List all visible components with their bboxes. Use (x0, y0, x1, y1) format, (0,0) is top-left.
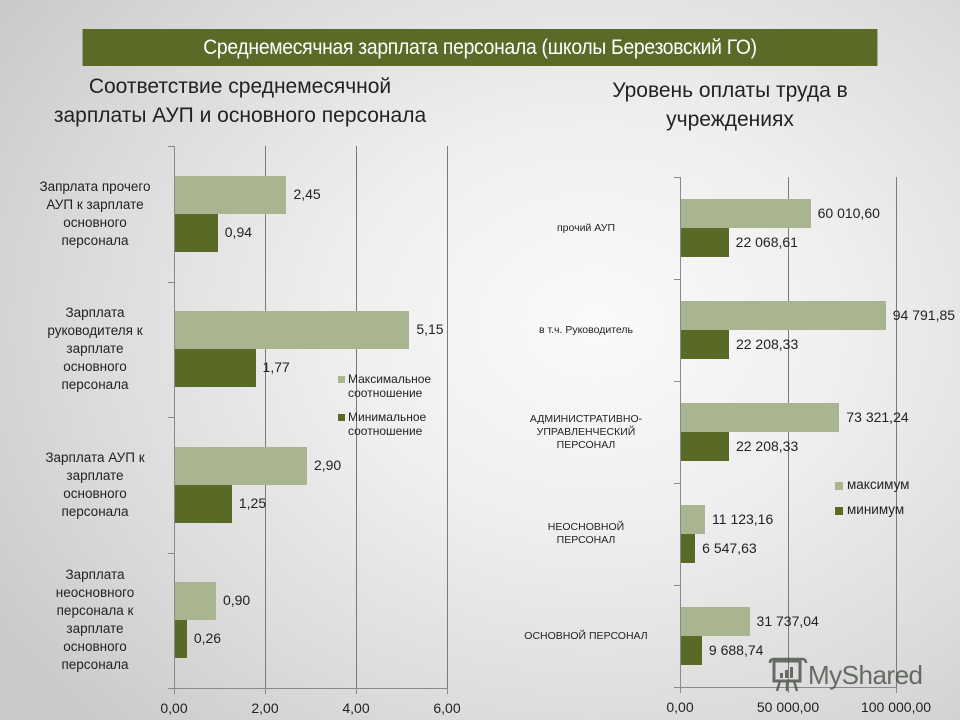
bar-min (681, 432, 729, 461)
data-label: 0,94 (224, 223, 253, 240)
data-label: 0,90 (222, 592, 251, 609)
category-tick (674, 279, 680, 280)
bar-min (681, 534, 696, 563)
category-label: ОСНОВНОЙ ПЕРСОНАЛ (524, 629, 648, 642)
category-tick (674, 381, 680, 382)
category-tick (674, 687, 680, 688)
data-label: 0,26 (193, 630, 222, 647)
bar-max (681, 505, 706, 534)
x-tick-label: 0,00 (160, 700, 188, 716)
legend-swatch-icon (835, 507, 843, 515)
category-tick (168, 552, 174, 554)
category-label: АДМИНИСТРАТИВНО- УПРАВЛЕНЧЕСКИЙ ПЕРСОНАЛ (529, 412, 643, 451)
data-label: 1,25 (238, 494, 267, 511)
y-axis (174, 146, 175, 694)
bar-max (681, 607, 750, 636)
data-label: 2,90 (313, 456, 342, 473)
bar-max (175, 175, 287, 214)
legend-swatch-icon (338, 414, 345, 421)
data-label: 22 068,61 (735, 233, 798, 250)
data-label: 73 321,24 (846, 408, 909, 425)
x-tick (356, 688, 357, 694)
x-axis (174, 688, 447, 689)
legend-label: Минимальное соотношение (348, 410, 427, 438)
left-chart-title-line2: зарплаты АУП и основного персонала (53, 104, 427, 127)
x-tick (265, 688, 266, 694)
data-label: 11 123,16 (712, 510, 774, 527)
legend-label: минимум (847, 502, 905, 517)
gridline (788, 177, 789, 687)
data-label: 2,45 (293, 185, 321, 202)
right-chart-title: Уровень оплаты труда в учреждениях (580, 76, 880, 134)
category-label: Зарплата неосновного персонала к зарплате ос… (55, 567, 135, 673)
category-label: в т.ч. Руководитель (538, 323, 633, 336)
bar-max (681, 301, 886, 330)
x-tick-label: 6,00 (433, 700, 461, 716)
legend-label: Максимальное соотношение (348, 372, 432, 400)
category-tick (168, 146, 174, 147)
x-tick-label: 0,00 (666, 699, 694, 715)
bar-min (175, 349, 256, 388)
data-label: 22 208,33 (735, 335, 799, 352)
legend-swatch-icon (835, 482, 843, 490)
left-chart-title-line1: Соответствие среднемесячной (88, 75, 392, 98)
bar-max (175, 582, 216, 621)
data-label: 60 010,60 (817, 204, 880, 221)
slide-title: Среднемесячная зарплата персонала (школы… (203, 35, 757, 59)
bar-max (175, 446, 307, 485)
slide-title-bar: Среднемесячная зарплата персонала (школы… (82, 29, 878, 66)
bar-min (681, 330, 729, 359)
y-axis (680, 177, 681, 693)
category-tick (168, 688, 174, 689)
data-label: 6 547,63 (702, 539, 757, 556)
category-tick (168, 281, 174, 283)
category-label: Зарплата руководителя к зарплате основного п… (47, 305, 143, 393)
x-tick-label: 2,00 (251, 700, 279, 716)
left-chart-title: Соответствие среднемесячной зарплаты АУП… (20, 72, 460, 130)
legend-item-min: Минимальное соотношение (338, 410, 426, 438)
data-label: 31 737,04 (756, 612, 819, 629)
watermark: MyShared (768, 657, 923, 693)
data-label: 5,15 (416, 321, 444, 338)
category-label: Зарплата АУП к зарплате основного персонала (45, 449, 145, 519)
data-label: 9 688,74 (708, 641, 764, 658)
watermark-text: MyShared (808, 659, 923, 690)
category-label: НЕОСНОВНОЙ ПЕРСОНАЛ (547, 521, 625, 546)
bar-max (681, 199, 811, 228)
x-tick (788, 687, 789, 693)
category-tick (674, 483, 680, 484)
gridline (447, 146, 448, 688)
x-tick-label: 100 000,00 (860, 699, 932, 715)
bar-max (175, 311, 410, 350)
presentation-board-icon (768, 657, 808, 692)
bar-max (681, 403, 840, 432)
bar-min (681, 636, 702, 665)
bar-min (681, 228, 729, 257)
data-label: 94 791,85 (892, 306, 956, 323)
x-tick-label: 4,00 (342, 700, 370, 716)
legend-item-max: максимум (835, 477, 909, 493)
gridline (265, 146, 266, 688)
gridline (896, 177, 897, 687)
category-label: прочий АУП (556, 221, 615, 234)
data-label: 22 208,33 (735, 437, 799, 454)
bar-min (175, 620, 187, 659)
category-tick (168, 417, 174, 418)
legend-swatch-icon (338, 376, 345, 383)
category-tick (674, 177, 680, 178)
bar-min (175, 484, 232, 523)
legend-item-min: минимум (835, 502, 904, 518)
right-chart-title-line1: Уровень оплаты труда в (612, 79, 848, 102)
x-tick (447, 688, 448, 694)
data-label: 1,77 (262, 359, 290, 376)
x-tick-label: 50 000,00 (756, 699, 820, 715)
legend-item-max: Максимальное соотношение (338, 372, 431, 400)
bar-min (175, 213, 218, 252)
category-label: Запрлата прочего АУП к зарплате основного п… (39, 178, 151, 248)
legend-label: максимум (847, 477, 910, 492)
gridline (356, 146, 357, 688)
category-tick (674, 585, 680, 586)
x-tick (896, 687, 897, 693)
right-chart-title-line2: учреждениях (666, 108, 794, 131)
